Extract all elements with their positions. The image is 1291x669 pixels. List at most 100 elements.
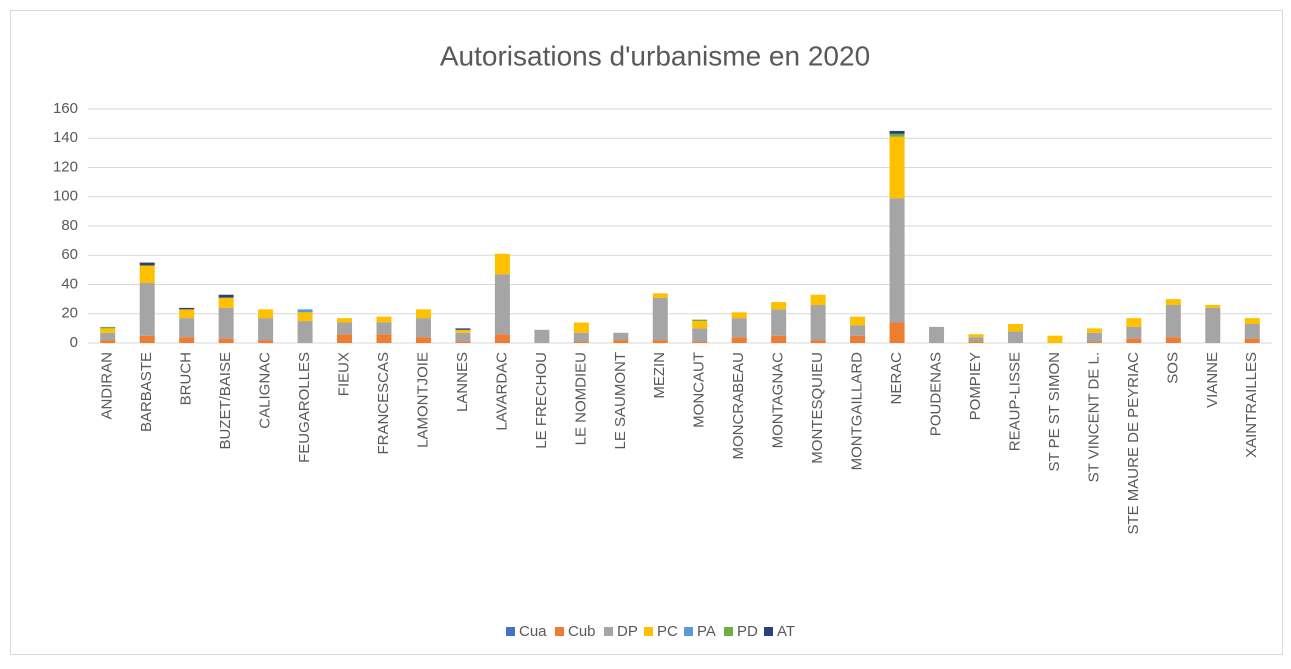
bar-segment bbox=[1007, 323, 1023, 332]
legend-swatch bbox=[724, 627, 733, 636]
bar-segment bbox=[1126, 326, 1142, 339]
bar-segment bbox=[1086, 328, 1102, 333]
bar-segment bbox=[850, 325, 866, 336]
legend-swatch bbox=[764, 627, 773, 636]
y-tick-label: 20 bbox=[61, 305, 78, 322]
x-tick-label: LE SAUMONT bbox=[612, 352, 629, 450]
bar-segment bbox=[494, 253, 510, 275]
y-tick-label: 100 bbox=[53, 188, 78, 205]
bar-segment bbox=[573, 332, 589, 342]
bar-segment bbox=[415, 318, 431, 338]
bar-segment bbox=[613, 340, 629, 343]
x-tick-label: MONCRABEAU bbox=[730, 352, 747, 460]
bar-segment bbox=[297, 312, 313, 322]
x-tick-label: SOS bbox=[1164, 352, 1181, 384]
bar-segment bbox=[771, 302, 787, 310]
x-tick-label: BARBASTE bbox=[138, 352, 155, 432]
bar-segment bbox=[455, 332, 471, 342]
bar-segment bbox=[455, 329, 471, 333]
x-tick-label: FEUGAROLLES bbox=[296, 352, 313, 463]
bar-segment bbox=[258, 309, 274, 319]
bar-segment bbox=[258, 340, 274, 343]
bar-segment bbox=[494, 334, 510, 343]
bar-segment bbox=[337, 318, 353, 323]
bar-segment bbox=[139, 265, 155, 284]
legend-swatch bbox=[684, 627, 693, 636]
bar-segment bbox=[810, 304, 826, 341]
bar-segment bbox=[179, 337, 195, 343]
bar-segment bbox=[100, 326, 116, 329]
bar-segment bbox=[771, 335, 787, 343]
bar-segment bbox=[1047, 335, 1063, 343]
legend-label: Cub bbox=[568, 623, 596, 640]
legend-label: PD bbox=[737, 623, 758, 640]
x-tick-label: BRUCH bbox=[178, 352, 195, 405]
bar-segment bbox=[376, 334, 392, 343]
bar-segment bbox=[652, 340, 668, 343]
bar-segment bbox=[968, 334, 984, 338]
bar-segment bbox=[376, 322, 392, 335]
bar-segment bbox=[968, 337, 984, 342]
bar-segment bbox=[692, 341, 708, 343]
bar-segment bbox=[1086, 341, 1102, 343]
bar-segment bbox=[692, 319, 708, 322]
bar-segment bbox=[337, 322, 353, 335]
x-tick-label: STE MAURE DE PEYRIAC bbox=[1125, 352, 1142, 535]
bar-segment bbox=[573, 322, 589, 333]
bar-segment bbox=[1086, 332, 1102, 342]
x-tick-label: LE NOMDIEU bbox=[572, 352, 589, 445]
bar-segment bbox=[455, 341, 471, 343]
legend-swatch bbox=[506, 627, 515, 636]
bar-segment bbox=[1244, 338, 1260, 343]
bar-segment bbox=[1007, 331, 1023, 343]
legend-label: AT bbox=[777, 623, 795, 640]
bar-segment bbox=[218, 307, 234, 339]
x-tick-label: LANNES bbox=[454, 352, 471, 412]
bar-segment bbox=[573, 341, 589, 343]
x-tick-label: FRANCESCAS bbox=[375, 352, 392, 455]
bar-segment bbox=[889, 130, 905, 134]
x-tick-label: LAMONTJOIE bbox=[414, 352, 431, 448]
bar-segment bbox=[968, 341, 984, 343]
legend-swatch bbox=[604, 627, 613, 636]
x-tick-label: MONCAUT bbox=[691, 352, 708, 428]
bar-segment bbox=[731, 318, 747, 338]
x-tick-label: ANDIRAN bbox=[99, 352, 116, 420]
bar-segment bbox=[179, 318, 195, 338]
bar-segment bbox=[850, 335, 866, 343]
legend-label: DP bbox=[617, 623, 638, 640]
bar-segment bbox=[613, 332, 629, 341]
bar-segment bbox=[889, 198, 905, 323]
bar-segment bbox=[415, 309, 431, 319]
y-tick-label: 60 bbox=[61, 246, 78, 263]
bar-segment bbox=[218, 297, 234, 308]
bar-segment bbox=[810, 340, 826, 343]
bar-segment bbox=[179, 307, 195, 310]
y-tick-label: 80 bbox=[61, 217, 78, 234]
bar-segment bbox=[139, 262, 155, 266]
bar-segment bbox=[297, 321, 313, 343]
bar-segment bbox=[179, 309, 195, 319]
bar-segment bbox=[139, 283, 155, 336]
bar-segment bbox=[534, 329, 550, 343]
x-tick-label: XAINTRAILLES bbox=[1243, 352, 1260, 458]
bar-segment bbox=[889, 322, 905, 343]
y-tick-label: 0 bbox=[70, 334, 78, 351]
bar-segment bbox=[139, 335, 155, 343]
bar-segment bbox=[652, 293, 668, 298]
bar-segment bbox=[297, 309, 313, 313]
bar-segment bbox=[1165, 304, 1181, 338]
x-tick-label: BUZET/BAISE bbox=[217, 352, 234, 450]
bar-segment bbox=[810, 294, 826, 305]
bar-segment bbox=[1205, 307, 1221, 343]
bar-segment bbox=[1165, 299, 1181, 305]
legend-label: PA bbox=[697, 623, 716, 640]
x-tick-label: LE FRECHOU bbox=[533, 352, 550, 449]
bar-segment bbox=[258, 318, 274, 341]
bar-segment bbox=[100, 340, 116, 343]
legend-swatch bbox=[644, 627, 653, 636]
bar-segment bbox=[100, 328, 116, 333]
bar-segment bbox=[1165, 337, 1181, 343]
y-tick-label: 160 bbox=[53, 100, 78, 117]
